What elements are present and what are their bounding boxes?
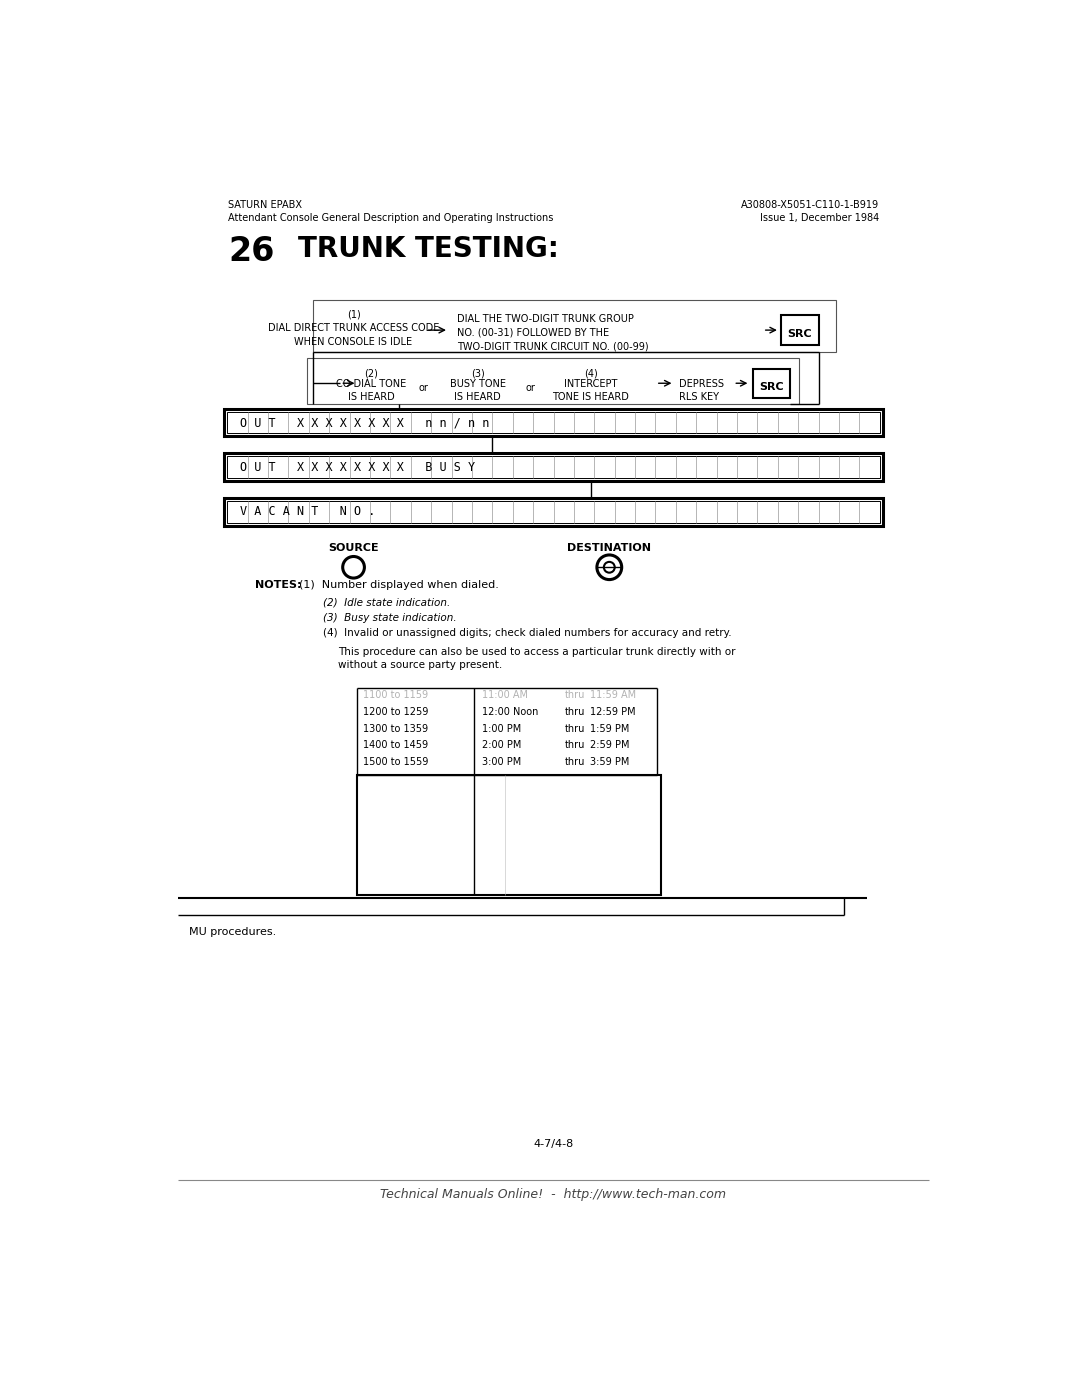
Text: Attendant Console General Description and Operating Instructions: Attendant Console General Description an… <box>228 214 553 224</box>
Text: or: or <box>525 383 536 393</box>
Text: TONE IS HEARD: TONE IS HEARD <box>552 393 630 402</box>
Text: SRC: SRC <box>759 383 784 393</box>
Text: 1:00 PM: 1:00 PM <box>482 724 522 733</box>
Text: DIAL DIRECT TRUNK ACCESS CODE: DIAL DIRECT TRUNK ACCESS CODE <box>268 323 440 332</box>
Text: IS HEARD: IS HEARD <box>455 393 501 402</box>
Text: thru: thru <box>565 690 585 700</box>
Bar <box>313 300 836 352</box>
Text: TWO-DIGIT TRUNK CIRCUIT NO. (00-99): TWO-DIGIT TRUNK CIRCUIT NO. (00-99) <box>457 342 648 352</box>
Bar <box>307 358 799 404</box>
Text: (1): (1) <box>347 309 361 320</box>
Text: 2:59 PM: 2:59 PM <box>590 740 630 750</box>
Text: DESTINATION: DESTINATION <box>567 542 651 553</box>
Text: thru: thru <box>565 740 585 750</box>
Text: 2:00 PM: 2:00 PM <box>482 740 522 750</box>
Text: CO DIAL TONE: CO DIAL TONE <box>336 380 406 390</box>
Bar <box>225 497 882 525</box>
Text: MU procedures.: MU procedures. <box>189 926 276 937</box>
Text: SOURCE: SOURCE <box>328 542 379 553</box>
Text: 1:59 PM: 1:59 PM <box>590 724 630 733</box>
Bar <box>227 457 880 478</box>
Text: NOTES:: NOTES: <box>255 580 301 590</box>
Text: thru: thru <box>565 757 585 767</box>
Text: thru: thru <box>565 724 585 733</box>
Text: or: or <box>418 383 429 393</box>
Text: (3)  Busy state indication.: (3) Busy state indication. <box>323 613 456 623</box>
Text: BUSY TONE: BUSY TONE <box>449 380 505 390</box>
Text: 12:59 PM: 12:59 PM <box>590 707 635 717</box>
Text: (3): (3) <box>471 369 485 379</box>
Text: 12:00 Noon: 12:00 Noon <box>482 707 539 717</box>
Text: (4): (4) <box>584 369 597 379</box>
Text: WHEN CONSOLE IS IDLE: WHEN CONSOLE IS IDLE <box>295 337 413 346</box>
Text: (2): (2) <box>364 369 378 379</box>
Text: RLS KEY: RLS KEY <box>679 393 719 402</box>
Text: NO. (00-31) FOLLOWED BY THE: NO. (00-31) FOLLOWED BY THE <box>457 328 609 338</box>
Text: O U T   X X X X X X X X   B U S Y: O U T X X X X X X X X B U S Y <box>240 461 475 474</box>
Text: 11:00 AM: 11:00 AM <box>482 690 528 700</box>
Text: 3:00 PM: 3:00 PM <box>482 757 522 767</box>
Text: TRUNK TESTING:: TRUNK TESTING: <box>298 235 558 263</box>
Bar <box>227 502 880 522</box>
Text: (4)  Invalid or unassigned digits; check dialed numbers for accuracy and retry.: (4) Invalid or unassigned digits; check … <box>323 629 731 638</box>
Text: SATURN EPABX: SATURN EPABX <box>228 200 302 210</box>
Text: V A C A N T   N O .: V A C A N T N O . <box>240 506 375 518</box>
Text: Issue 1, December 1984: Issue 1, December 1984 <box>759 214 879 224</box>
Text: 1500 to 1559: 1500 to 1559 <box>363 757 429 767</box>
Text: 1400 to 1459: 1400 to 1459 <box>363 740 428 750</box>
Bar <box>753 369 789 398</box>
Bar <box>357 775 661 894</box>
Text: DIAL THE TWO-DIGIT TRUNK GROUP: DIAL THE TWO-DIGIT TRUNK GROUP <box>457 314 634 324</box>
Text: 1100 to 1159: 1100 to 1159 <box>363 690 428 700</box>
Text: 4-7/4-8: 4-7/4-8 <box>534 1140 573 1150</box>
Text: O U T   X X X X X X X X   n n / n n: O U T X X X X X X X X n n / n n <box>240 416 489 429</box>
Text: Technical Manuals Online!  -  http://www.tech-man.com: Technical Manuals Online! - http://www.t… <box>380 1187 727 1201</box>
Text: SRC: SRC <box>787 330 812 339</box>
Text: INTERCEPT: INTERCEPT <box>564 380 618 390</box>
Bar <box>225 453 882 481</box>
Text: IS HEARD: IS HEARD <box>348 393 395 402</box>
Text: DEPRESS: DEPRESS <box>679 380 724 390</box>
Bar <box>227 412 880 433</box>
Text: (1)  Number displayed when dialed.: (1) Number displayed when dialed. <box>299 580 499 590</box>
Text: This procedure can also be used to access a particular trunk directly with or: This procedure can also be used to acces… <box>338 647 735 657</box>
Text: 26: 26 <box>228 235 274 268</box>
Bar <box>225 409 882 436</box>
Bar <box>781 316 819 345</box>
Text: 3:59 PM: 3:59 PM <box>590 757 630 767</box>
Text: without a source party present.: without a source party present. <box>338 661 502 671</box>
Text: thru: thru <box>565 707 585 717</box>
Text: A30808-X5051-C110-1-B919: A30808-X5051-C110-1-B919 <box>741 200 879 210</box>
Text: (2)  Idle state indication.: (2) Idle state indication. <box>323 598 449 608</box>
Text: 1300 to 1359: 1300 to 1359 <box>363 724 428 733</box>
Text: 11:59 AM: 11:59 AM <box>590 690 636 700</box>
Text: 1200 to 1259: 1200 to 1259 <box>363 707 429 717</box>
